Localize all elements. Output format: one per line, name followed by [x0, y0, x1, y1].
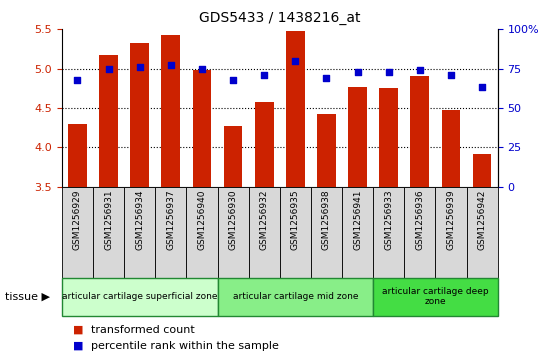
Bar — [217, 278, 373, 316]
Bar — [62, 187, 93, 278]
Text: GSM1256937: GSM1256937 — [166, 189, 175, 250]
Text: ■: ■ — [73, 325, 83, 335]
Point — [415, 67, 424, 73]
Bar — [68, 124, 87, 363]
Bar — [311, 187, 342, 278]
Bar — [373, 278, 498, 316]
Text: GSM1256929: GSM1256929 — [73, 189, 82, 250]
Point — [73, 77, 82, 82]
Bar — [379, 88, 398, 363]
Text: GDS5433 / 1438216_at: GDS5433 / 1438216_at — [199, 11, 360, 25]
Text: articular cartilage mid zone: articular cartilage mid zone — [232, 292, 358, 301]
Text: articular cartilage superficial zone: articular cartilage superficial zone — [62, 292, 217, 301]
Text: ■: ■ — [73, 340, 83, 351]
Bar — [348, 87, 367, 363]
Text: GSM1256935: GSM1256935 — [291, 189, 300, 250]
Bar — [442, 110, 461, 363]
Bar — [130, 43, 149, 363]
Text: GSM1256940: GSM1256940 — [197, 189, 207, 250]
Bar — [124, 187, 155, 278]
Bar — [62, 278, 217, 316]
Bar — [410, 76, 429, 363]
Bar — [155, 187, 186, 278]
Text: transformed count: transformed count — [91, 325, 195, 335]
Point — [104, 66, 113, 72]
Bar — [435, 187, 466, 278]
Text: GSM1256932: GSM1256932 — [260, 189, 268, 250]
Point — [447, 72, 455, 78]
Bar — [99, 55, 118, 363]
Bar — [317, 114, 336, 363]
Point — [322, 75, 331, 81]
Text: GSM1256934: GSM1256934 — [135, 189, 144, 250]
Text: articular cartilage deep
zone: articular cartilage deep zone — [382, 287, 489, 306]
Point — [136, 64, 144, 70]
Text: GSM1256936: GSM1256936 — [415, 189, 424, 250]
Bar — [280, 187, 311, 278]
Bar — [224, 126, 243, 363]
Bar — [342, 187, 373, 278]
Point — [291, 58, 300, 64]
Bar — [193, 70, 211, 363]
Bar — [249, 187, 280, 278]
Point — [229, 77, 237, 82]
Point — [384, 69, 393, 74]
Point — [478, 85, 486, 90]
Bar — [466, 187, 498, 278]
Point — [167, 62, 175, 68]
Text: GSM1256941: GSM1256941 — [353, 189, 362, 250]
Point — [197, 66, 206, 72]
Bar — [404, 187, 435, 278]
Text: GSM1256933: GSM1256933 — [384, 189, 393, 250]
Bar — [93, 187, 124, 278]
Bar — [217, 187, 249, 278]
Bar — [255, 102, 273, 363]
Point — [353, 69, 362, 74]
Text: tissue ▶: tissue ▶ — [5, 292, 51, 302]
Bar — [161, 35, 180, 363]
Bar — [286, 30, 305, 363]
Text: percentile rank within the sample: percentile rank within the sample — [91, 340, 279, 351]
Bar — [373, 187, 404, 278]
Text: GSM1256930: GSM1256930 — [229, 189, 238, 250]
Text: GSM1256939: GSM1256939 — [447, 189, 456, 250]
Text: GSM1256931: GSM1256931 — [104, 189, 113, 250]
Bar — [473, 154, 491, 363]
Point — [260, 72, 268, 78]
Text: GSM1256938: GSM1256938 — [322, 189, 331, 250]
Bar — [186, 187, 217, 278]
Text: GSM1256942: GSM1256942 — [478, 189, 486, 250]
